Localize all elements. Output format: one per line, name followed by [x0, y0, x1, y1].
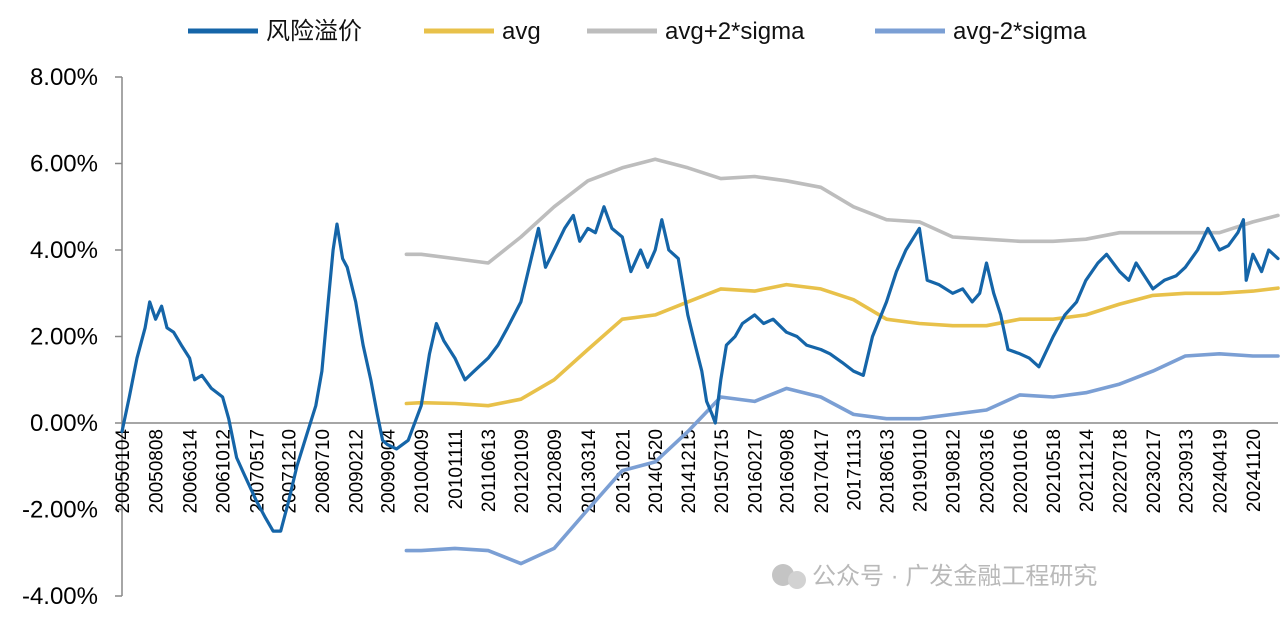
x-tick-label: 20050104	[113, 429, 134, 514]
x-tick-label: 20230913	[1176, 429, 1197, 514]
x-tick-label: 20120809	[545, 429, 566, 514]
x-tick-label: 20190812	[944, 429, 965, 514]
watermark-text: 公众号 · 广发金融工程研究	[812, 563, 1097, 590]
x-tick-label: 20090212	[347, 429, 368, 514]
x-tick-label: 20200316	[978, 429, 999, 514]
x-tick-label: 20190110	[910, 429, 931, 512]
y-tick-label: 4.00%	[30, 237, 98, 264]
x-tick-label: 20160217	[746, 429, 767, 514]
legend: 风险溢价 avg avg+2*sigma avg-2*sigma	[188, 18, 1087, 45]
x-tick-label: 20170417	[812, 429, 833, 514]
y-tick-label: 0.00%	[30, 410, 98, 437]
x-tick-label: 20060314	[181, 429, 202, 514]
y-tick-label: 2.00%	[30, 324, 98, 351]
legend-item-avg: avg	[424, 18, 541, 45]
y-tick-label: 8.00%	[30, 64, 98, 91]
legend-label: avg+2*sigma	[665, 18, 805, 45]
x-tick-label: 20061012	[214, 429, 235, 514]
x-tick-label: 20090904	[378, 429, 399, 514]
series-layer	[120, 157, 1280, 566]
x-tick-label: 20241120	[1244, 429, 1265, 512]
x-tick-label: 20230217	[1144, 429, 1165, 514]
x-tick-label: 20100409	[412, 429, 433, 514]
x-tick-label: 20240419	[1210, 429, 1231, 514]
x-tick-label: 20110613	[479, 429, 500, 512]
x-tick-label: 20050808	[147, 429, 168, 514]
legend-item-avg-2-sigma: avg-2*sigma	[875, 18, 1087, 45]
series-line-risk-premium	[120, 205, 1280, 533]
x-tick-label: 20150715	[712, 429, 733, 514]
x-tick-label: 20071210	[280, 429, 301, 514]
x-tick-label: 20120109	[512, 429, 533, 514]
x-tick-label: 20210518	[1044, 429, 1065, 514]
legend-label: avg-2*sigma	[953, 18, 1087, 45]
series-line-avg-2-sigma	[404, 352, 1280, 566]
series-line-avg-2-sigma	[404, 157, 1280, 265]
watermark: 公众号 · 广发金融工程研究	[772, 563, 1097, 590]
x-tick-label: 20220718	[1111, 429, 1132, 514]
x-tick-label: 20160908	[777, 429, 798, 514]
x-tick-label: 20201016	[1011, 429, 1032, 514]
x-tick-label: 20140520	[646, 429, 667, 514]
y-tick-label: -4.00%	[22, 583, 98, 610]
legend-item-avg-2-sigma: avg+2*sigma	[587, 18, 805, 45]
y-tick-label: -2.00%	[22, 497, 98, 524]
legend-item-risk-premium: 风险溢价	[188, 18, 362, 45]
axes: -4.00% -2.00% 0.00% 2.00% 4.00% 6.00% 8.00% 200…	[22, 64, 1278, 610]
x-tick-label: 20080710	[313, 429, 334, 514]
x-tick-label: 20130314	[579, 429, 600, 514]
x-tick-label: 20211214	[1077, 429, 1098, 513]
y-tick-label: 6.00%	[30, 151, 98, 178]
x-tick-label: 20180613	[878, 429, 899, 514]
series-line-avg	[404, 282, 1280, 408]
x-tick-label: 20141215	[679, 429, 700, 514]
x-tick-label: 20101111	[446, 429, 467, 509]
legend-label: 风险溢价	[266, 18, 362, 45]
x-tick-label: 20171113	[845, 429, 866, 511]
wechat-icon-bubble	[788, 571, 806, 589]
legend-label: avg	[502, 18, 541, 45]
